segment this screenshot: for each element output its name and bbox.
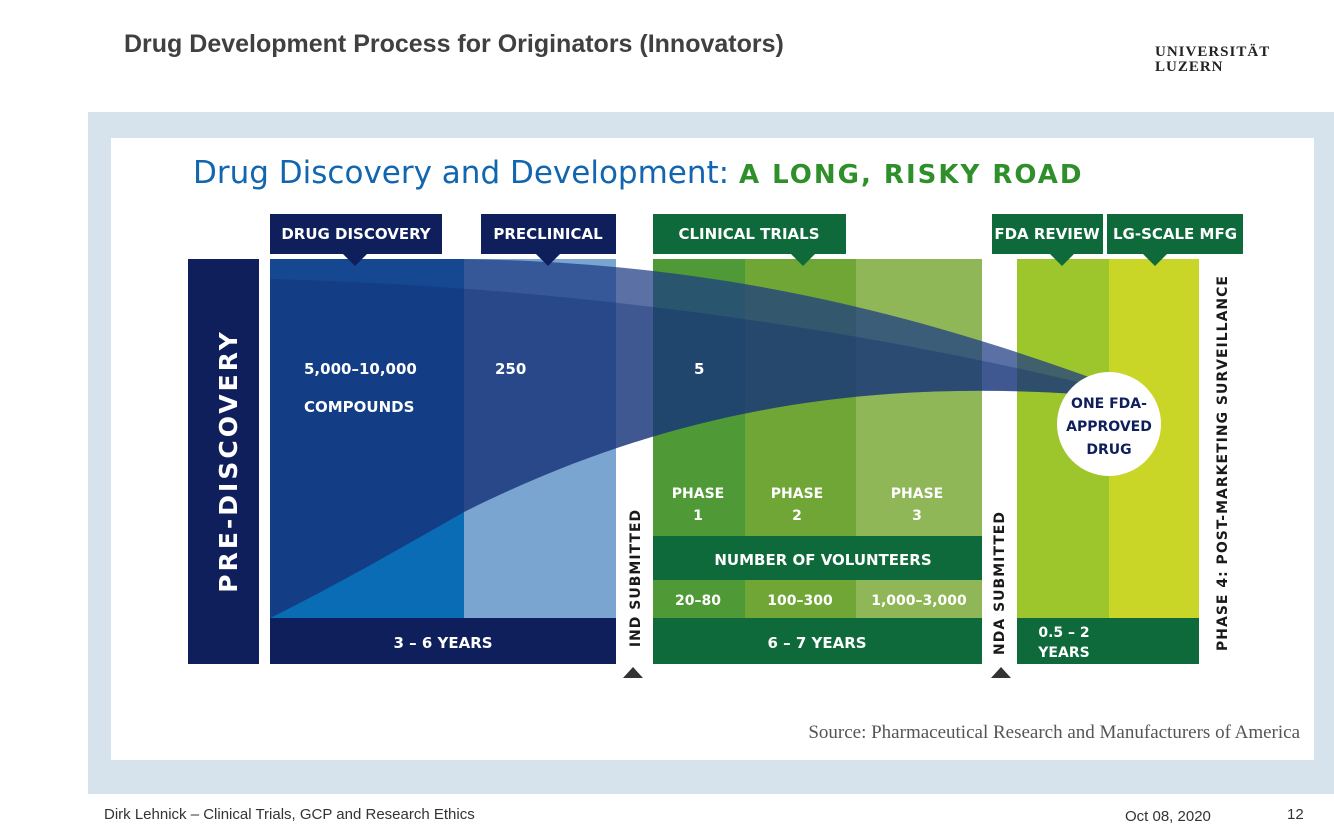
slide-title: Drug Development Process for Originators… bbox=[124, 30, 784, 58]
footer-date: Oct 08, 2020 bbox=[1125, 808, 1211, 825]
attrition-funnel bbox=[270, 259, 1151, 618]
logo-line-1: UNIVERSITÄT bbox=[1155, 44, 1271, 60]
number-of-volunteers-label: NUMBER OF VOLUNTEERS bbox=[714, 551, 931, 569]
approved-line-2: APPROVED bbox=[1066, 419, 1152, 435]
volunteers-cell-2 bbox=[745, 580, 856, 618]
approved-line-3: DRUG bbox=[1086, 442, 1131, 458]
compounds-label: COMPOUNDS bbox=[304, 398, 414, 416]
figure-title-sub: A LONG, RISKY ROAD bbox=[739, 160, 1084, 190]
discovery-duration-bar bbox=[270, 618, 616, 664]
attrition-funnel-shade bbox=[270, 279, 1151, 618]
clinical-count: 5 bbox=[694, 360, 704, 378]
review-duration-bar bbox=[1017, 618, 1109, 664]
logo-line-2: LUZERN bbox=[1155, 59, 1224, 75]
mfg-duration-bar bbox=[1109, 618, 1199, 664]
volunteers-cell-3 bbox=[856, 580, 982, 618]
prediscovery-label: PRE-DISCOVERY bbox=[214, 329, 243, 592]
figure-card: Drug Discovery and Development: A LONG, … bbox=[111, 138, 1314, 760]
discovery-duration: 3 – 6 YEARS bbox=[393, 634, 492, 652]
tab-fda-review: FDA REVIEW bbox=[992, 214, 1103, 266]
phase-2-label: PHASE bbox=[771, 486, 823, 502]
ind-marker-icon bbox=[623, 667, 643, 678]
tab-clinical-trials: CLINICAL TRIALS bbox=[653, 214, 846, 266]
clinical-duration-bar bbox=[653, 618, 982, 664]
source-citation: Source: Pharmaceutical Research and Manu… bbox=[808, 722, 1300, 743]
approved-line-1: ONE FDA- bbox=[1071, 396, 1147, 412]
phase-4-label: PHASE 4: POST-MARKETING SURVEILLANCE bbox=[1215, 275, 1231, 651]
phase-1-label: PHASE bbox=[672, 486, 724, 502]
preclinical-count: 250 bbox=[495, 360, 526, 378]
phase-3-label: PHASE bbox=[891, 486, 943, 502]
tab-preclinical: PRECLINICAL bbox=[481, 214, 616, 266]
phase-3-block bbox=[856, 259, 982, 536]
tab-drug-discovery: DRUG DISCOVERY bbox=[270, 214, 442, 266]
approved-drug-circle bbox=[1057, 372, 1161, 476]
volunteers-phase-1: 20–80 bbox=[675, 593, 721, 609]
tab-clinical-trials-label: CLINICAL TRIALS bbox=[678, 225, 819, 243]
figure-title: Drug Discovery and Development: A LONG, … bbox=[193, 155, 1084, 191]
ind-submitted-label: IND SUBMITTED bbox=[628, 509, 644, 647]
drug-development-diagram: Drug Discovery and Development: A LONG, … bbox=[188, 155, 1301, 743]
tab-lg-scale-mfg: LG-SCALE MFG bbox=[1107, 214, 1243, 266]
volunteers-phase-2: 100–300 bbox=[767, 593, 833, 609]
review-duration-line-1: 0.5 – 2 bbox=[1038, 625, 1089, 641]
compounds-count: 5,000–10,000 bbox=[304, 360, 417, 378]
tab-drug-discovery-label: DRUG DISCOVERY bbox=[281, 225, 431, 243]
review-duration-line-2: YEARS bbox=[1037, 645, 1089, 661]
page-number: 12 bbox=[1287, 806, 1304, 823]
volunteers-cell-1 bbox=[653, 580, 745, 618]
nda-submitted-label: NDA SUBMITTED bbox=[992, 511, 1008, 655]
figure-title-main: Drug Discovery and Development: bbox=[193, 155, 729, 191]
volunteers-phase-3: 1,000–3,000 bbox=[871, 593, 967, 609]
tab-preclinical-label: PRECLINICAL bbox=[493, 225, 603, 243]
tab-fda-review-label: FDA REVIEW bbox=[994, 225, 1100, 243]
number-of-volunteers-bar bbox=[653, 536, 982, 580]
nda-marker-icon bbox=[991, 667, 1011, 678]
phase-1-number: 1 bbox=[693, 508, 703, 524]
clinical-duration: 6 – 7 YEARS bbox=[767, 634, 866, 652]
phase-2-number: 2 bbox=[792, 508, 802, 524]
university-logo: UNIVERSITÄT LUZERN bbox=[1155, 45, 1270, 75]
prediscovery-bar bbox=[188, 259, 259, 664]
tab-lg-scale-mfg-label: LG-SCALE MFG bbox=[1113, 225, 1237, 243]
phase-3-number: 3 bbox=[912, 508, 922, 524]
footer-course: Dirk Lehnick – Clinical Trials, GCP and … bbox=[104, 806, 475, 823]
